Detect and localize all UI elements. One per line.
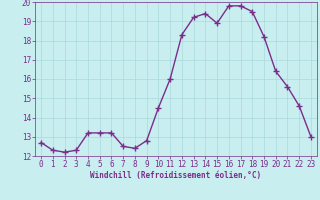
X-axis label: Windchill (Refroidissement éolien,°C): Windchill (Refroidissement éolien,°C) xyxy=(91,171,261,180)
